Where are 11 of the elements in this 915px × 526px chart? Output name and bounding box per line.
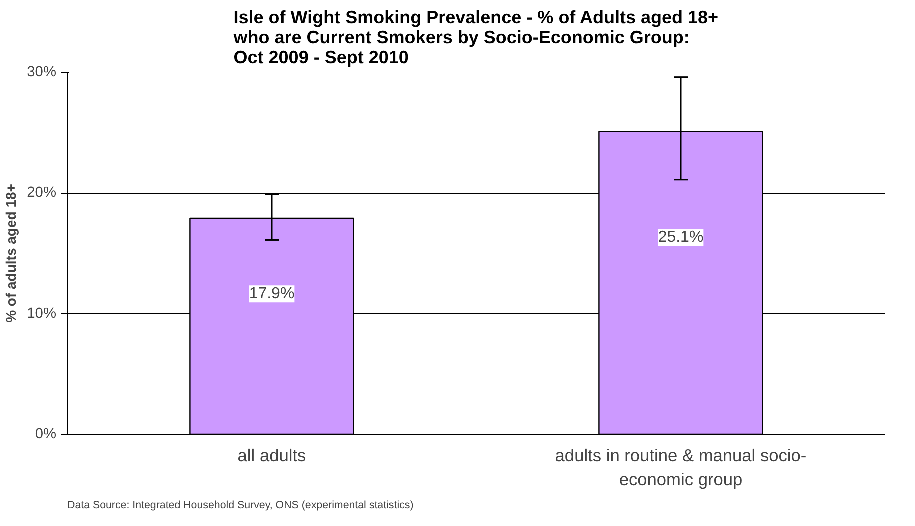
chart-title: Isle of Wight Smoking Prevalence - % of Adults aged 18+ who are Current Smokers by Socio-Economic Group: Oct 2009 - Sept 2010 <box>232 8 719 68</box>
y-axis-title: % of adults aged 18+ <box>3 184 20 323</box>
data-label: 25.1% <box>658 229 704 246</box>
x-tick-label: adults in routine & manual socio-economic group <box>555 446 807 490</box>
y-tick-label: 0% <box>35 426 57 442</box>
x-tick-label: all adults <box>238 446 307 466</box>
y-tick-label: 30% <box>27 64 57 80</box>
source-note: Data Source: Integrated Household Survey, ONS (experimental statistics) <box>68 500 414 512</box>
y-tick-label: 20% <box>27 185 57 202</box>
y-tick-label: 10% <box>27 306 57 322</box>
data-label: 17.9% <box>249 286 295 303</box>
